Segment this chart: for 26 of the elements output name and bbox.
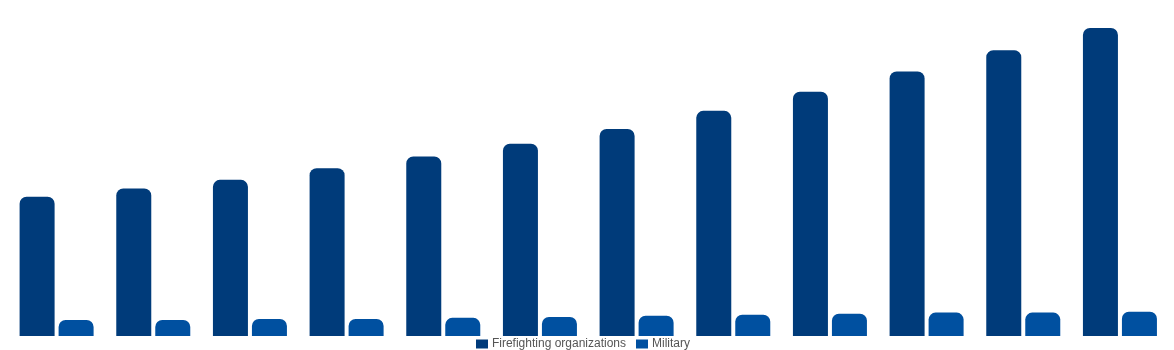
bar [19, 196, 55, 336]
bar [792, 91, 828, 336]
bar [348, 319, 384, 336]
bar [502, 143, 538, 336]
bar [1025, 312, 1061, 336]
bar [155, 319, 191, 336]
bar [309, 168, 345, 336]
bar [251, 319, 287, 336]
bar [1082, 28, 1118, 336]
bar [831, 313, 867, 336]
bar [889, 71, 925, 336]
bar [599, 129, 635, 336]
legend-label: Firefighting organizations [491, 336, 627, 350]
bar [986, 50, 1022, 336]
legend-label: Military [652, 336, 691, 350]
bar [928, 312, 964, 336]
bar [212, 179, 248, 336]
bar [445, 317, 481, 336]
bar [58, 319, 94, 336]
bar [735, 314, 771, 336]
bar [406, 156, 442, 336]
bar [116, 188, 152, 336]
bar [541, 316, 577, 336]
bar [1121, 311, 1157, 336]
bar [638, 315, 674, 336]
bar [696, 110, 732, 336]
